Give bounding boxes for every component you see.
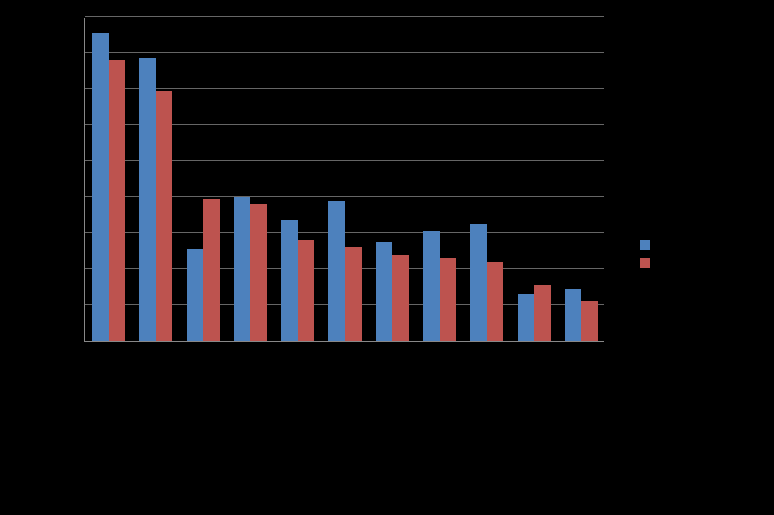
chart-stage xyxy=(0,0,774,515)
bar-series-a xyxy=(139,58,156,341)
legend xyxy=(640,240,656,276)
bar-series-b xyxy=(581,301,598,341)
bar-series-a xyxy=(234,197,251,341)
bar-series-b xyxy=(298,240,315,341)
legend-swatch xyxy=(640,258,650,268)
grid-line xyxy=(85,16,604,17)
bar-series-b xyxy=(487,262,504,341)
bar-series-a xyxy=(376,242,393,341)
bar-series-b xyxy=(440,258,457,341)
bar-series-b xyxy=(109,60,126,341)
bar-series-a xyxy=(281,220,298,341)
bar-series-b xyxy=(392,255,409,341)
bar-series-a xyxy=(518,294,535,341)
grid-line xyxy=(85,52,604,53)
bar-series-b xyxy=(345,247,362,341)
bar-series-a xyxy=(328,201,345,341)
bar-series-b xyxy=(250,204,267,341)
grid-line xyxy=(85,88,604,89)
bar-series-a xyxy=(423,231,440,341)
bar-series-a xyxy=(565,289,582,341)
bar-series-a xyxy=(470,224,487,341)
bar-series-b xyxy=(203,199,220,341)
bar-series-b xyxy=(534,285,551,341)
legend-item xyxy=(640,240,656,250)
bar-series-a xyxy=(92,33,109,341)
bar-series-a xyxy=(187,249,204,341)
bar-series-b xyxy=(156,91,173,341)
plot-area xyxy=(84,18,604,342)
legend-swatch xyxy=(640,240,650,250)
legend-item xyxy=(640,258,656,268)
